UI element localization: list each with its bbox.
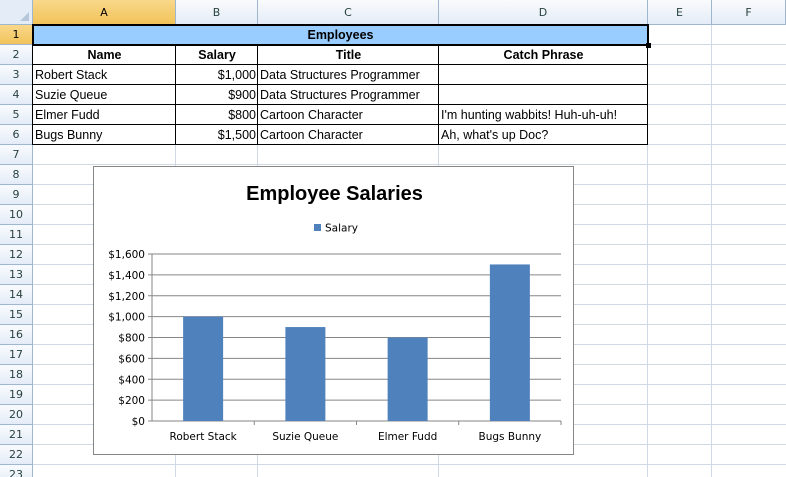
row-header-4[interactable]: 4 [0,85,33,105]
salary-chart[interactable]: Employee Salaries Salary $0 $200 $400 $600 $80… [93,166,574,455]
table-border [33,44,648,45]
table-border [438,44,439,145]
row-header-2[interactable]: 2 [0,45,33,65]
row-header-7[interactable]: 7 [0,145,33,165]
y-tick-label: $1,400 [108,270,145,282]
table-border [33,64,648,65]
y-tick-label: $0 [132,416,145,428]
row-header-19[interactable]: 19 [0,385,33,405]
table-border [33,104,648,105]
column-title-salary[interactable]: Salary [198,48,236,62]
table-border [175,44,176,145]
y-tick-label: $1,600 [108,249,145,261]
table-border [32,44,33,145]
bar-bugs-bunny [489,264,530,421]
x-tick-label: Elmer Fudd [378,431,437,443]
row-header-3[interactable]: 3 [0,65,33,85]
table-cell[interactable]: $1,000 [176,65,258,85]
gridline-horizontal [33,464,786,465]
table-cell[interactable]: I'm hunting wabbits! Huh-uh-uh! [439,105,648,125]
row-header-1[interactable]: 1 [0,25,33,45]
table-cell[interactable] [439,65,648,85]
column-title-title[interactable]: Title [335,48,362,62]
row-header-15[interactable]: 15 [0,305,33,325]
table-cell[interactable]: Cartoon Character [258,105,439,125]
column-header-a[interactable]: A [33,0,176,25]
table-border [647,44,648,145]
row-header-14[interactable]: 14 [0,285,33,305]
bar-suzie-queue [285,327,326,421]
y-tick-label: $1,200 [108,291,145,303]
select-all-corner[interactable] [0,0,33,25]
row-header-23[interactable]: 23 [0,465,33,477]
row-header-5[interactable]: 5 [0,105,33,125]
legend-swatch [314,224,321,231]
y-tick-label: $600 [118,353,145,365]
row-header-16[interactable]: 16 [0,325,33,345]
column-header-e[interactable]: E [648,0,712,25]
column-header-c[interactable]: C [258,0,439,25]
table-border [33,144,648,145]
y-tick-label: $400 [118,374,145,386]
bar-elmer-fudd [387,337,428,421]
row-header-10[interactable]: 10 [0,205,33,225]
row-header-9[interactable]: 9 [0,185,33,205]
column-header-f[interactable]: F [712,0,786,25]
table-cell[interactable]: Suzie Queue [33,85,176,105]
selected-cell-border [647,24,649,46]
column-header-b[interactable]: B [176,0,258,25]
gridline-vertical [647,25,648,477]
x-tick-label: Robert Stack [170,431,238,443]
table-cell[interactable]: Data Structures Programmer [258,65,439,85]
column-title-name[interactable]: Name [87,48,122,62]
table-cell[interactable]: $900 [176,85,258,105]
selected-cell-border [32,44,649,46]
table-cell[interactable]: Elmer Fudd [33,105,176,125]
row-header-11[interactable]: 11 [0,225,33,245]
selected-cell-border [32,24,649,26]
chart-title: Employee Salaries [246,183,423,205]
table-cell[interactable]: Data Structures Programmer [258,85,439,105]
row-header-22[interactable]: 22 [0,445,33,465]
row-header-13[interactable]: 13 [0,265,33,285]
fill-handle[interactable] [646,43,651,48]
x-tick-label: Bugs Bunny [479,431,542,443]
table-border [257,44,258,145]
y-tick-label: $1,000 [108,312,145,324]
table-cell[interactable]: $1,500 [176,125,258,145]
column-header-d[interactable]: D [439,0,648,25]
table-border [33,84,648,85]
row-header-6[interactable]: 6 [0,125,33,145]
table-title-cell[interactable]: Employees [33,25,648,45]
selected-cell-border [32,24,34,46]
legend-label: Salary [325,223,358,235]
table-cell[interactable]: Cartoon Character [258,125,439,145]
y-tick-label: $800 [118,333,145,345]
table-cell[interactable] [439,85,648,105]
table-cell[interactable]: Ah, what's up Doc? [439,125,648,145]
table-border [33,124,648,125]
table-cell[interactable]: $800 [176,105,258,125]
gridline-horizontal [33,164,786,165]
gridline-vertical [711,25,712,477]
select-all-icon [20,12,29,21]
table-cell[interactable]: Bugs Bunny [33,125,176,145]
table-cell[interactable]: Robert Stack [33,65,176,85]
y-tick-label: $200 [118,395,145,407]
row-header-18[interactable]: 18 [0,365,33,385]
x-tick-label: Suzie Queue [272,431,338,443]
row-header-20[interactable]: 20 [0,405,33,425]
row-header-8[interactable]: 8 [0,165,33,185]
row-header-17[interactable]: 17 [0,345,33,365]
column-title-catch-phrase[interactable]: Catch Phrase [503,48,584,62]
row-header-12[interactable]: 12 [0,245,33,265]
row-header-21[interactable]: 21 [0,425,33,445]
bar-robert-stack [183,316,224,421]
